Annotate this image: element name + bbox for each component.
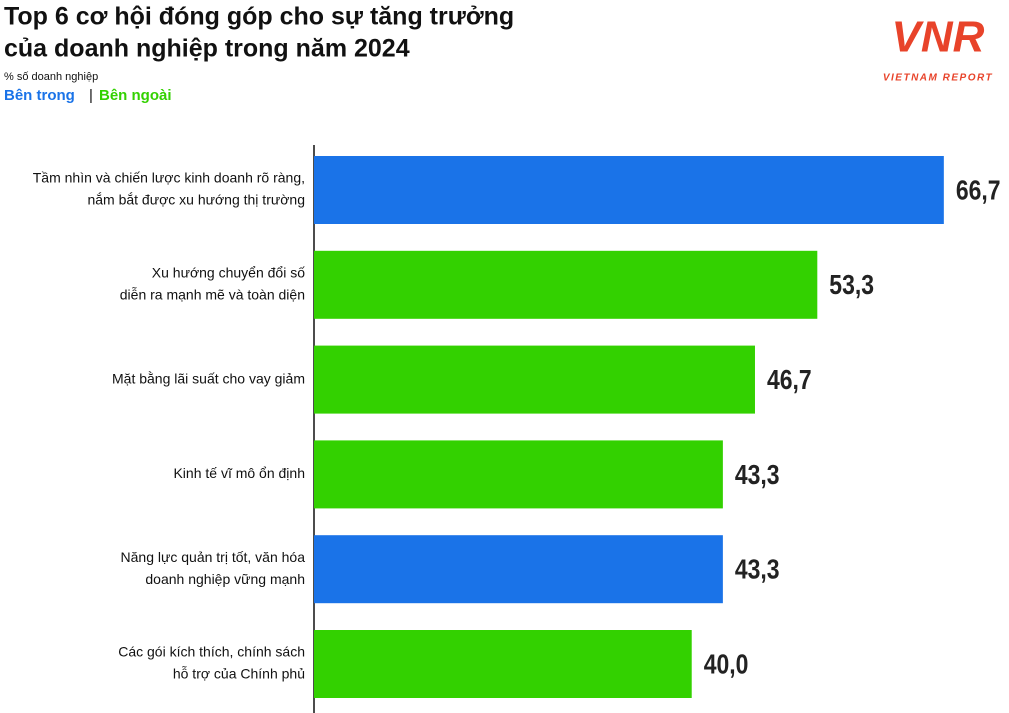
category-label: hỗ trợ của Chính phủ xyxy=(173,666,305,682)
chart-title: của doanh nghiệp trong năm 2024 xyxy=(4,35,410,63)
legend-entry: Bên trong xyxy=(4,87,75,104)
chart-title: Top 6 cơ hội đóng góp cho sự tăng trưởng xyxy=(4,3,514,31)
value-label: 66,7 xyxy=(956,175,1001,206)
logo: VNR VIETNAM REPORT xyxy=(883,13,993,84)
subtitle: % số doanh nghiệp xyxy=(4,71,98,83)
category-label: Mặt bằng lãi suất cho vay giảm xyxy=(112,370,305,386)
category-label: Xu hướng chuyển đổi số xyxy=(152,265,305,281)
bar xyxy=(314,345,755,414)
value-label: 53,3 xyxy=(829,270,874,301)
category-label: Tầm nhìn và chiến lược kinh doanh rõ ràn… xyxy=(33,170,305,186)
legend-entry: Bên ngoài xyxy=(99,87,172,104)
bar xyxy=(314,250,818,319)
legend-separator: | xyxy=(89,87,93,104)
logo-text: VNR xyxy=(892,13,985,62)
value-label: 40,0 xyxy=(704,649,749,680)
bar xyxy=(314,630,692,698)
category-label: doanh nghiệp vững mạnh xyxy=(145,571,305,587)
category-label: Kinh tế vĩ mô ổn định xyxy=(173,465,305,481)
category-label: Năng lực quản trị tốt, văn hóa xyxy=(121,549,306,565)
bar xyxy=(314,535,723,604)
bar xyxy=(314,440,723,509)
value-label: 46,7 xyxy=(767,365,812,396)
category-label: diễn ra mạnh mẽ và toàn diện xyxy=(120,287,305,303)
category-label: Các gói kích thích, chính sách xyxy=(118,644,305,660)
category-label: nắm bắt được xu hướng thị trường xyxy=(87,192,305,208)
value-label: 43,3 xyxy=(735,460,780,491)
logo-caption: VIETNAM REPORT xyxy=(883,73,993,84)
bar xyxy=(314,156,944,224)
value-label: 43,3 xyxy=(735,555,780,586)
